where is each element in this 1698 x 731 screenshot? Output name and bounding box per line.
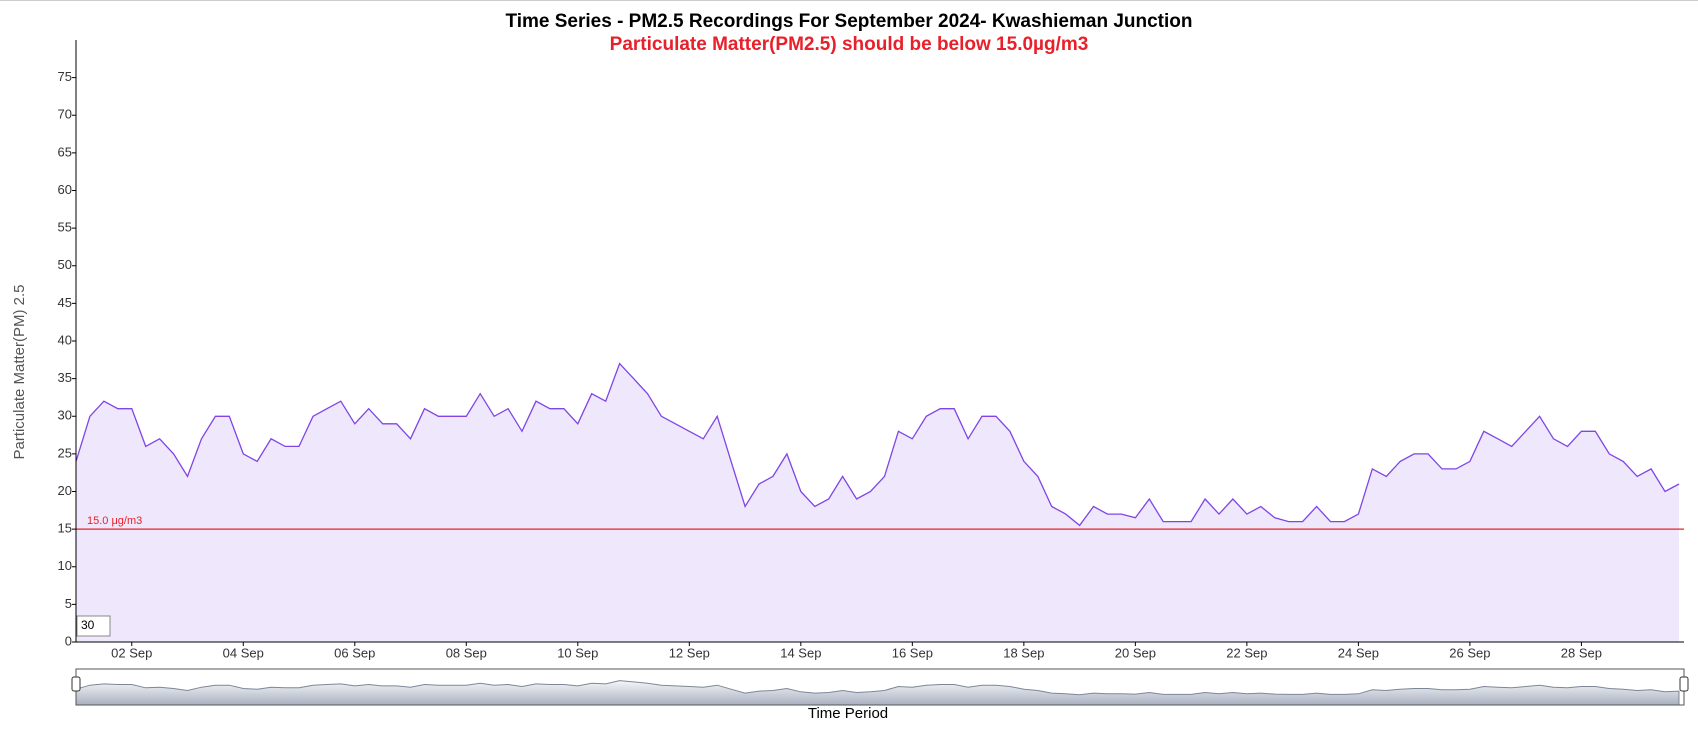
threshold-label: 15.0 μg/m3	[87, 515, 142, 527]
y-tick-label: 40	[58, 332, 72, 347]
y-tick-label: 0	[65, 633, 72, 648]
x-tick-label: 06 Sep	[334, 645, 375, 660]
x-tick-label: 20 Sep	[1115, 645, 1156, 660]
roll-period-box[interactable]	[76, 615, 111, 637]
x-tick-label: 24 Sep	[1338, 645, 1379, 660]
x-tick-label: 04 Sep	[223, 645, 264, 660]
y-tick-label: 5	[65, 596, 72, 611]
y-tick-label: 75	[58, 69, 72, 84]
y-tick-label: 50	[58, 257, 72, 272]
x-tick-label: 10 Sep	[557, 645, 598, 660]
x-axis-label: Time Period	[808, 705, 888, 722]
y-tick-label: 65	[58, 144, 72, 159]
x-tick-label: 08 Sep	[446, 645, 487, 660]
x-tick-label: 26 Sep	[1449, 645, 1490, 660]
y-tick-label: 15	[58, 521, 72, 536]
range-handle[interactable]	[1679, 676, 1689, 692]
roll-period: 30	[81, 618, 95, 632]
y-tick-label: 70	[58, 107, 72, 122]
range-handle[interactable]	[71, 676, 81, 692]
chart-title: Time Series - PM2.5 Recordings For Septe…	[505, 11, 1192, 32]
x-tick-label: 02 Sep	[111, 645, 152, 660]
range-area	[75, 680, 1680, 706]
y-tick-label: 20	[58, 483, 72, 498]
y-tick-label: 10	[58, 558, 72, 573]
x-tick-label: 18 Sep	[1003, 645, 1044, 660]
x-tick-label: 22 Sep	[1226, 645, 1267, 660]
y-tick-label: 60	[58, 182, 72, 197]
x-tick-label: 12 Sep	[669, 645, 710, 660]
x-tick-label: 14 Sep	[780, 645, 821, 660]
y-tick-label: 30	[58, 408, 72, 423]
y-tick-label: 55	[58, 220, 72, 235]
y-tick-label: 35	[58, 370, 72, 385]
y-tick-label: 25	[58, 445, 72, 460]
y-axis-label: Particulate Matter(PM) 2.5	[11, 284, 28, 459]
y-tick-label: 45	[58, 295, 72, 310]
area	[76, 363, 1679, 642]
line	[75, 362, 1680, 527]
chart-subtitle: Particulate Matter(PM2.5) should be belo…	[610, 34, 1089, 55]
x-tick-label: 16 Sep	[892, 645, 933, 660]
x-tick-label: 28 Sep	[1561, 645, 1602, 660]
